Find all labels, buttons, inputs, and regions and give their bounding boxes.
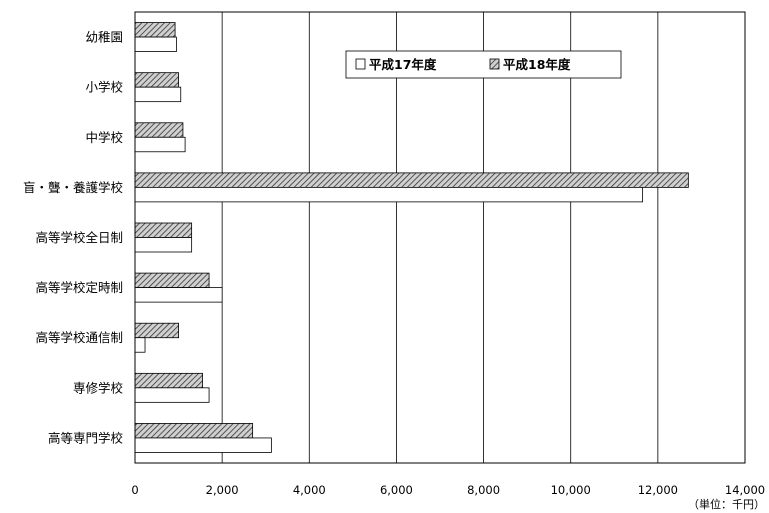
bar-h17 bbox=[134, 36, 177, 52]
x-tick-label: 6,000 bbox=[380, 483, 413, 497]
bar-h17 bbox=[134, 437, 272, 453]
x-tick-label: 0 bbox=[131, 483, 138, 497]
category-label: 小学校 bbox=[85, 80, 123, 95]
bar-h18 bbox=[134, 72, 179, 88]
x-tick-label: 14,000 bbox=[725, 483, 765, 497]
plot-frame bbox=[134, 11, 746, 464]
x-tick-label: 12,000 bbox=[638, 483, 678, 497]
legend-swatch-h17 bbox=[355, 58, 366, 70]
gridlines bbox=[221, 12, 659, 463]
legend-swatch-h18 bbox=[489, 58, 500, 70]
bar-h18 bbox=[134, 272, 210, 289]
bar-h17 bbox=[134, 387, 210, 403]
category-label: 専修学校 bbox=[73, 380, 124, 395]
legend-box bbox=[345, 50, 622, 79]
bar-h17 bbox=[134, 337, 146, 353]
bar-h18 bbox=[134, 322, 179, 339]
category-labels: 幼稚園小学校中学校盲・聾・養護学校高等学校全日制高等学校定時制高等学校通信制専修… bbox=[23, 30, 124, 446]
unit-label: （単位：千円） bbox=[688, 497, 765, 511]
bar-h17 bbox=[134, 237, 193, 253]
bar-h18 bbox=[134, 372, 203, 389]
bar-h18 bbox=[134, 172, 689, 188]
category-label: 盲・聾・養護学校 bbox=[23, 180, 124, 195]
bar-h18 bbox=[134, 423, 254, 439]
bar-h17 bbox=[134, 287, 223, 303]
bar-h17 bbox=[134, 86, 182, 103]
category-label: 高等学校通信制 bbox=[35, 330, 123, 345]
x-tick-labels: 0 2,000 4,000 6,000 8,000 10,000 12,000 14,000 bbox=[131, 483, 765, 497]
legend: 平成17年度 平成18年度 bbox=[345, 50, 622, 79]
category-label: 幼稚園 bbox=[85, 30, 123, 45]
x-tick-label: 10,000 bbox=[551, 483, 591, 497]
x-tick-label: 4,000 bbox=[293, 483, 326, 497]
category-label: 高等学校定時制 bbox=[35, 280, 123, 295]
bar-h18 bbox=[134, 122, 184, 138]
bar-h18 bbox=[134, 222, 193, 238]
category-label: 高等専門学校 bbox=[48, 430, 124, 445]
bar-h17 bbox=[134, 136, 186, 153]
legend-label-h18: 平成18年度 bbox=[503, 57, 571, 72]
x-tick-label: 8,000 bbox=[467, 483, 500, 497]
legend-label-h17: 平成17年度 bbox=[369, 57, 437, 72]
bar-h18 bbox=[134, 22, 176, 38]
bar-h17 bbox=[134, 186, 644, 203]
x-tick-label: 2,000 bbox=[206, 483, 239, 497]
category-label: 高等学校全日制 bbox=[35, 230, 123, 245]
category-label: 中学校 bbox=[85, 130, 123, 145]
